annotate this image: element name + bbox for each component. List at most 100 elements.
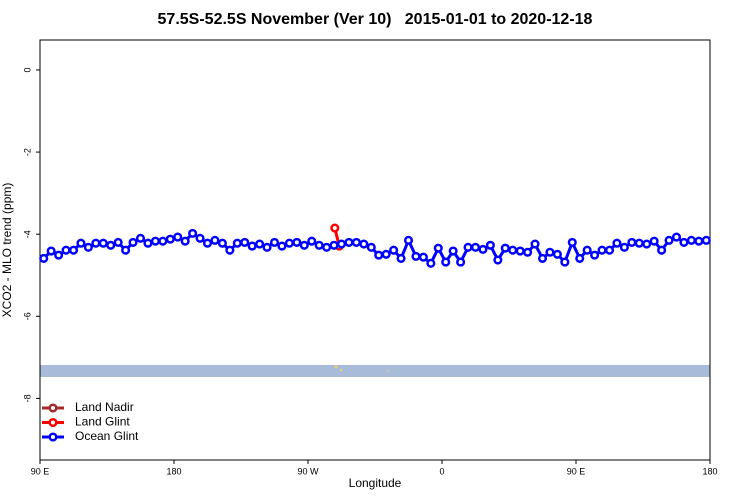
data-point bbox=[240, 237, 250, 247]
legend-marker bbox=[48, 403, 58, 413]
legend-marker bbox=[48, 417, 58, 428]
data-point bbox=[671, 232, 682, 242]
data-point bbox=[322, 242, 332, 252]
y-tick-label: -6 bbox=[22, 312, 32, 320]
data-point bbox=[255, 239, 265, 249]
data-point bbox=[627, 237, 637, 247]
x-axis-label: Longitude bbox=[349, 476, 402, 490]
data-point bbox=[135, 233, 146, 243]
data-point bbox=[463, 242, 473, 252]
data-point bbox=[567, 237, 577, 247]
data-point bbox=[552, 249, 562, 259]
data-point bbox=[330, 223, 340, 233]
plot-frame bbox=[39, 39, 711, 461]
data-point bbox=[575, 253, 585, 263]
x-tick-label: 90 E bbox=[567, 466, 586, 476]
data-point bbox=[679, 237, 689, 247]
y-axis-label: XCO2 - MLO trend (ppm) bbox=[0, 183, 14, 318]
data-point bbox=[195, 233, 205, 243]
data-point bbox=[98, 238, 108, 248]
data-point bbox=[582, 245, 592, 255]
data-point bbox=[448, 246, 458, 256]
data-point bbox=[515, 246, 525, 256]
data-point bbox=[351, 237, 361, 247]
x-tick-label: 180 bbox=[702, 466, 717, 476]
data-point bbox=[389, 245, 399, 255]
data-point bbox=[612, 238, 622, 248]
data-point bbox=[165, 234, 175, 244]
data-point bbox=[418, 252, 428, 262]
data-point bbox=[411, 251, 421, 261]
data-point bbox=[403, 235, 414, 245]
data-point bbox=[262, 242, 272, 252]
data-point bbox=[642, 239, 652, 249]
data-point bbox=[128, 237, 138, 247]
map-speck bbox=[334, 365, 338, 369]
data-point bbox=[61, 245, 71, 255]
data-point bbox=[374, 250, 384, 260]
data-point bbox=[225, 245, 235, 255]
data-point bbox=[545, 247, 555, 257]
data-point bbox=[470, 242, 481, 252]
data-point bbox=[485, 240, 495, 250]
data-point bbox=[232, 238, 242, 248]
data-point bbox=[530, 239, 540, 249]
x-tick-label: 90 W bbox=[297, 466, 319, 476]
data-point bbox=[307, 236, 317, 246]
data-point bbox=[188, 228, 198, 238]
data-point bbox=[46, 246, 56, 256]
data-point bbox=[173, 232, 183, 242]
map-speck bbox=[339, 368, 343, 372]
data-point bbox=[106, 240, 116, 250]
data-point bbox=[150, 236, 160, 246]
data-point bbox=[649, 236, 659, 246]
data-point bbox=[664, 235, 674, 245]
data-point bbox=[537, 253, 548, 263]
data-point bbox=[314, 240, 324, 250]
y-tick-label: 0 bbox=[22, 67, 32, 72]
data-point bbox=[433, 243, 443, 253]
data-point bbox=[329, 240, 339, 250]
map-speck bbox=[387, 370, 389, 372]
data-point bbox=[523, 247, 533, 257]
data-point bbox=[91, 238, 101, 248]
data-point bbox=[493, 255, 503, 265]
data-point bbox=[366, 242, 376, 252]
data-point bbox=[54, 250, 64, 260]
data-point bbox=[210, 235, 220, 245]
data-point bbox=[396, 253, 406, 263]
legend-label: Land Nadir bbox=[75, 400, 134, 414]
data-point bbox=[694, 236, 704, 246]
data-point bbox=[217, 238, 227, 248]
data-point bbox=[76, 238, 86, 248]
data-point bbox=[247, 241, 257, 251]
data-point bbox=[560, 257, 570, 267]
data-point bbox=[336, 239, 347, 249]
data-point bbox=[284, 238, 294, 248]
data-point bbox=[68, 245, 79, 255]
data-point bbox=[143, 238, 153, 248]
data-point bbox=[657, 245, 667, 255]
x-tick-label: 180 bbox=[166, 466, 181, 476]
data-point bbox=[113, 237, 123, 247]
y-tick-label: -4 bbox=[22, 230, 32, 238]
data-point bbox=[180, 236, 190, 246]
data-point bbox=[634, 238, 644, 248]
data-point bbox=[604, 245, 615, 255]
data-point bbox=[426, 258, 436, 268]
legend-label: Land Glint bbox=[75, 415, 130, 429]
y-tick-label: -8 bbox=[22, 394, 32, 402]
data-point bbox=[269, 237, 280, 247]
data-point bbox=[39, 253, 49, 263]
data-point bbox=[292, 237, 302, 247]
chart-title: 57.5S-52.5S November (Ver 10) 2015-01-01… bbox=[158, 11, 593, 28]
data-point bbox=[701, 235, 711, 245]
data-point bbox=[83, 242, 93, 252]
map-strip bbox=[40, 365, 710, 377]
data-point bbox=[456, 257, 466, 267]
legend-marker bbox=[48, 432, 58, 442]
data-point bbox=[359, 239, 369, 249]
data-point bbox=[121, 245, 131, 255]
data-point bbox=[590, 250, 600, 260]
